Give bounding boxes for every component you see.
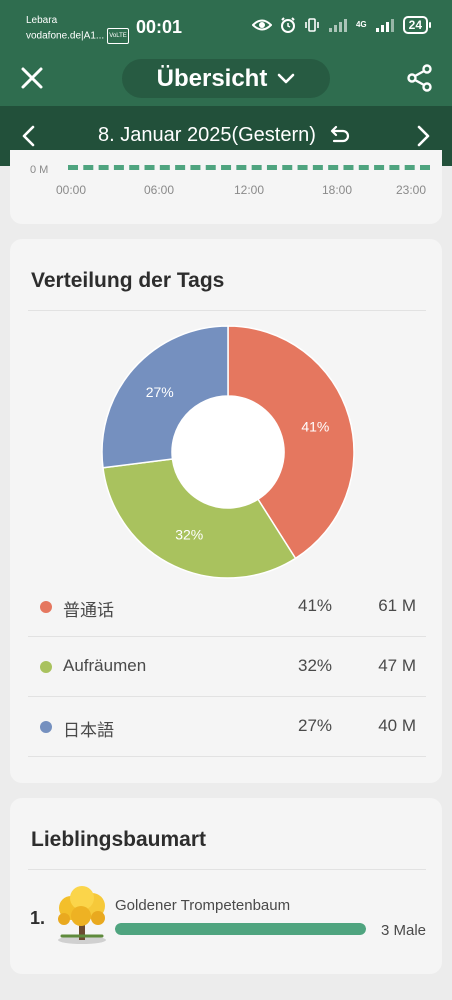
legend-percent: 27% [298,716,333,735]
legend-label: 普通话 [63,601,114,620]
legend-duration: 40 M [378,716,416,735]
chevron-down-icon [278,73,295,83]
page-title: Übersicht [156,64,268,92]
share-icon[interactable] [406,64,434,92]
carrier-network-name: vodafone.de|A1... [26,30,105,42]
tree-card-title: Lieblingsbaumart [31,828,207,851]
app-header: Lebara vodafone.de|A1... VoLTE 00:01 4G 2… [0,0,452,106]
tags-distribution-card: Verteilung der Tags 41% 32% 27% 普通话 41% 61… [10,239,442,783]
signal-icon-2 [375,19,394,32]
status-icons: 4G 24 [251,16,432,34]
timeline-tick: 00:00 [56,183,87,197]
signal-icon [328,19,347,32]
status-bar: Lebara vodafone.de|A1... VoLTE 00:01 4G 2… [0,0,452,56]
timeline-tick: 18:00 [322,183,353,197]
donut-slice-label-1: 32% [175,526,203,542]
timeline-tick: 12:00 [234,183,265,197]
legend-percent: 41% [298,596,333,615]
return-icon[interactable] [326,123,352,149]
legend-color-dot [40,661,52,673]
volte-badge: VoLTE [107,28,129,44]
legend-row-putonghua[interactable]: 普通话 41% 61 M [28,577,426,637]
tree-rank: 1. [30,908,46,928]
timeline-tick: 23:00 [396,183,427,197]
view-selector-dropdown[interactable]: Übersicht [122,59,330,98]
status-time: 00:01 [136,17,183,37]
tree-name: Goldener Trompetenbaum [115,897,291,914]
timeline-tick: 06:00 [144,183,175,197]
timeline-card: 0 M 00:00 06:00 12:00 18:00 23:00 [10,150,442,224]
divider [28,869,426,870]
selected-date: 8. Januar 2025(Gestern) [98,124,316,146]
carrier-info: Lebara vodafone.de|A1... VoLTE [26,14,129,44]
chevron-left-icon[interactable] [16,123,42,149]
donut-hole [172,396,284,508]
carrier-name: Lebara [26,15,58,26]
network-type: 4G [355,20,367,29]
chevron-right-icon[interactable] [410,123,436,149]
donut-slice-label-0: 41% [301,419,329,435]
legend-row-aufraeumen[interactable]: Aufräumen 32% 47 M [28,637,426,697]
favorite-tree-card: Lieblingsbaumart 1. Goldener Trompetenba… [10,798,442,974]
legend-label: 日本語 [63,721,114,740]
eye-icon [251,19,272,31]
legend-color-dot [40,721,52,733]
donut-slice-label-2: 27% [146,384,174,400]
legend-color-dot [40,601,52,613]
vibrate-icon [305,18,319,32]
tree-progress-fill [115,923,366,935]
legend-duration: 47 M [378,656,416,675]
timeline-zero-label: 0 M [30,164,49,176]
alarm-icon [280,17,295,33]
tree-count: 3 Male [380,922,426,939]
legend-duration: 61 M [378,596,416,615]
divider [28,310,426,311]
legend-row-nihongo[interactable]: 日本語 27% 40 M [28,697,426,757]
close-icon[interactable] [18,64,46,92]
battery-level: 24 [402,16,432,34]
tags-card-title: Verteilung der Tags [31,269,225,292]
legend-percent: 32% [298,656,333,675]
legend-label: Aufräumen [63,656,147,675]
tags-donut-chart: 41% 32% 27% [101,325,355,579]
timeline-bars [68,165,430,171]
golden-tree-icon [58,886,106,944]
tree-progress-track [115,923,366,935]
